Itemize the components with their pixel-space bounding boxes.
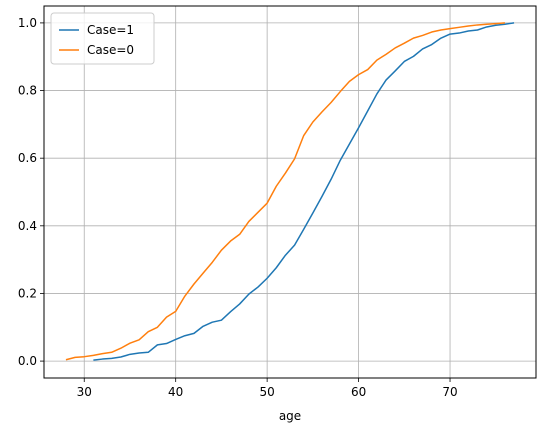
y-tick-label: 0.0 [18, 354, 37, 368]
legend-label-case-1: Case=1 [87, 23, 134, 37]
series-line-case-1 [93, 22, 515, 361]
y-axis-ticks: 0.0 0.2 0.4 0.6 0.8 1.0 [18, 16, 44, 368]
y-tick-label: 0.6 [18, 151, 37, 165]
plot-frame [43, 5, 537, 379]
y-tick-label: 0.2 [18, 286, 37, 300]
legend-box [50, 12, 155, 65]
x-axis-label: age [279, 409, 301, 423]
x-tick-label: 50 [259, 385, 274, 399]
y-tick-label: 0.8 [18, 84, 37, 98]
x-axis-ticks: 30 40 50 60 70 [77, 378, 458, 399]
y-tick-label: 0.4 [18, 219, 37, 233]
legend: Case=1 Case=0 [50, 12, 155, 65]
x-tick-label: 30 [77, 385, 92, 399]
series-line-case-0 [65, 22, 505, 361]
series-lines [65, 22, 515, 361]
x-tick-label: 60 [351, 385, 366, 399]
legend-label-case-0: Case=0 [87, 43, 134, 57]
x-tick-label: 40 [168, 385, 183, 399]
y-tick-label: 1.0 [18, 16, 37, 30]
x-tick-label: 70 [442, 385, 457, 399]
